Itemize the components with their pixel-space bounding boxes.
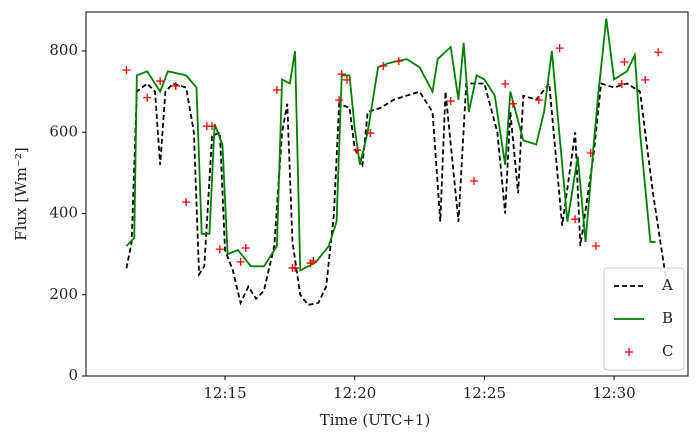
scatter-point (617, 79, 626, 88)
scatter-point (309, 257, 318, 266)
x-tick-label: 12:15 (203, 384, 246, 402)
scatter-point (394, 57, 403, 66)
x-axis-label: Time (UTC+1) (320, 411, 431, 429)
y-tick-label: 0 (68, 366, 78, 384)
scatter-point (342, 75, 351, 84)
scatter-point (337, 70, 346, 79)
scatter-point (508, 99, 517, 108)
scatter-point (366, 129, 375, 138)
scatter-point (215, 245, 224, 254)
scatter-point (446, 96, 455, 105)
scatter-point (272, 86, 281, 94)
plot-frame (85, 11, 689, 377)
scatter-point (241, 244, 250, 253)
x-tick-label: 12:25 (463, 384, 506, 402)
scatter-point (620, 57, 629, 66)
y-tick-label: 800 (49, 41, 78, 59)
scatter-point (208, 122, 217, 131)
scatter-point (571, 215, 580, 224)
scatter-point (501, 79, 510, 88)
scatter-point (236, 257, 245, 266)
series-line (125, 81, 667, 306)
scatter-point (335, 96, 344, 105)
legend-label: A (661, 276, 673, 294)
scatter-point (534, 96, 543, 105)
legend-label: C (662, 342, 673, 360)
x-tick-label: 12:30 (592, 384, 635, 402)
y-tick-label: 200 (49, 285, 78, 303)
legend-label: B (662, 309, 673, 327)
scatter-point (591, 242, 600, 250)
series-line (125, 18, 656, 272)
scatter-point (143, 93, 152, 102)
scatter-point (586, 148, 595, 157)
y-axis-label: Flux [Wm⁻²] (12, 147, 30, 240)
scatter-point (291, 263, 300, 272)
scatter-point (171, 81, 180, 90)
scatter-point (654, 48, 663, 57)
scatter-point (122, 66, 131, 75)
scatter-point (470, 177, 479, 185)
scatter-point (156, 77, 165, 86)
scatter-point (555, 44, 564, 53)
legend-swatch (625, 348, 633, 356)
scatter-point (641, 75, 650, 84)
scatter-point (379, 62, 388, 71)
x-tick-label: 12:20 (333, 384, 376, 402)
y-tick-label: 400 (49, 204, 78, 222)
scatter-point (182, 198, 191, 207)
scatter-point (353, 146, 362, 155)
y-tick-label: 600 (49, 122, 78, 140)
